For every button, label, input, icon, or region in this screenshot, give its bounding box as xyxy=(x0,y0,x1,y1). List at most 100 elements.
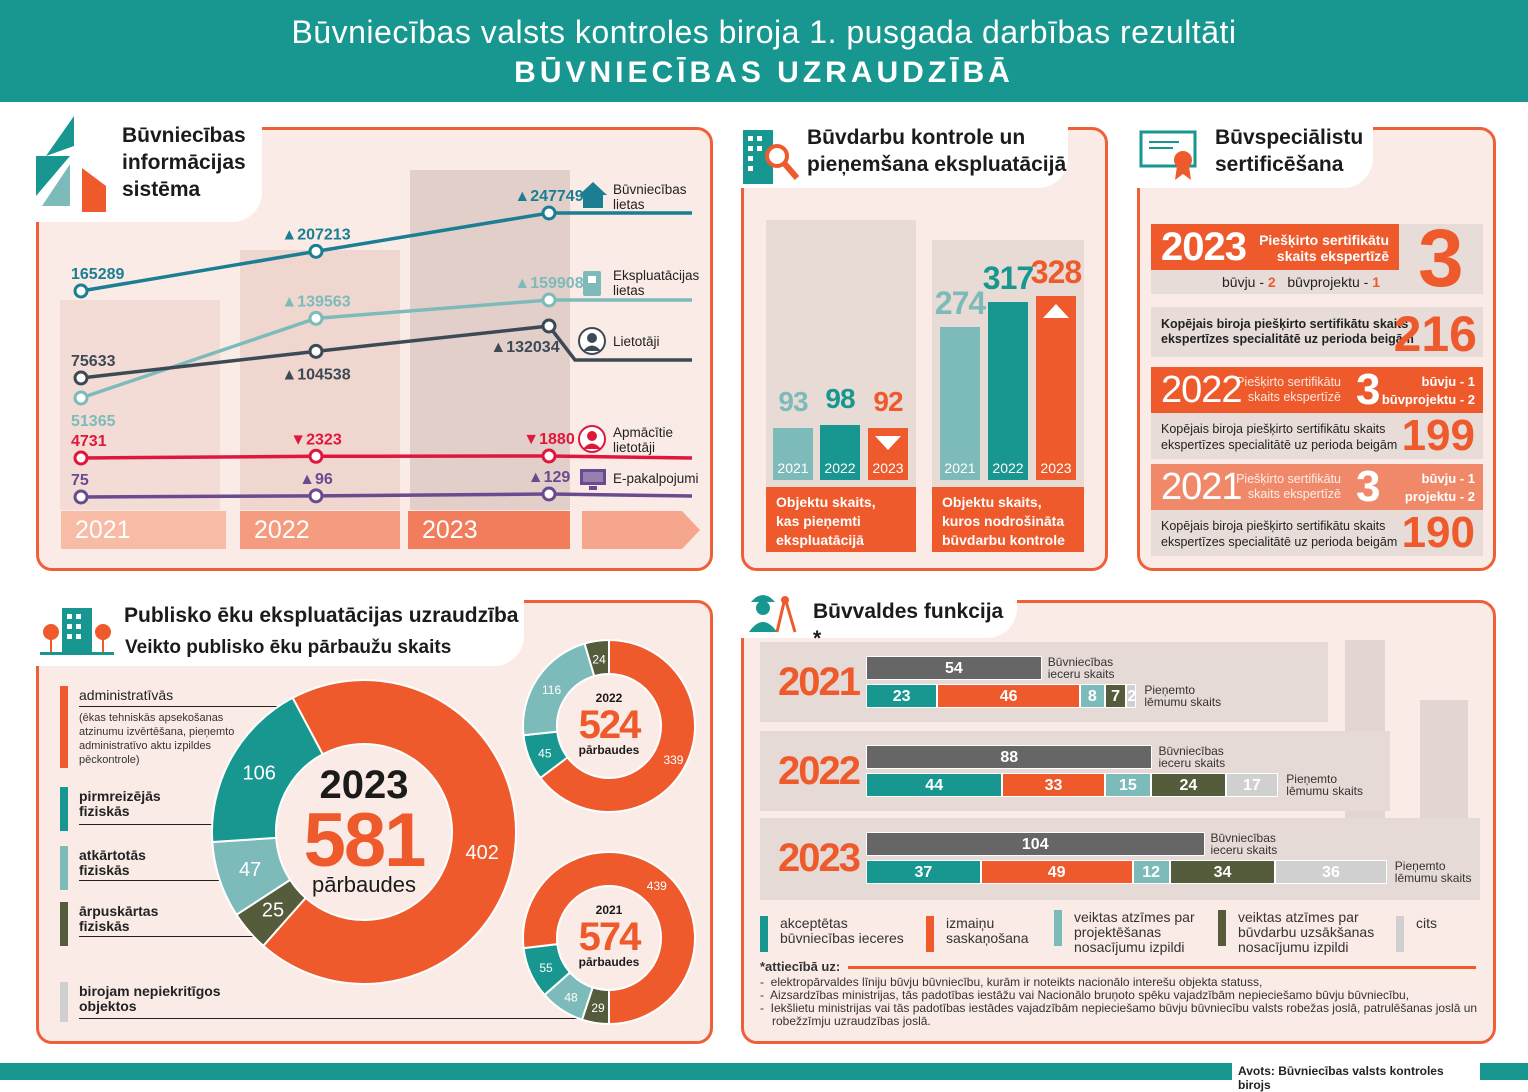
data-point xyxy=(308,488,324,504)
cert-title-tab: Būvspeciālistu sertificēšana xyxy=(1137,110,1373,188)
legend-label: birojam nepiekritīgos objektos xyxy=(79,983,221,1014)
year-band-2023: 2023 xyxy=(408,511,570,549)
footnote-divider xyxy=(848,966,1476,969)
data-label: ▲247749 xyxy=(514,188,583,205)
legend-color-bar xyxy=(60,902,68,946)
lemumi-segment: 24 xyxy=(1151,773,1226,797)
bar-year-label: 2021 xyxy=(777,460,809,476)
bar-value-label: 328 xyxy=(1030,254,1082,291)
legend-color-bar xyxy=(60,686,68,768)
data-label: ▲129 xyxy=(528,469,571,486)
legend-item: akceptētas būvniecības ieceres xyxy=(760,916,910,952)
ieceres-bar: 104 xyxy=(866,832,1205,856)
slice-label: 439 xyxy=(647,879,667,893)
page-subtitle: BŪVNIECĪBAS UZRAUDZĪBĀ xyxy=(514,56,1014,89)
bar-year-label: 2023 xyxy=(1040,460,1072,476)
lemumi-segment: 37 xyxy=(866,860,981,884)
slice-label: 116 xyxy=(542,683,561,697)
bar-year-label: 2022 xyxy=(992,460,1024,476)
donut-unit: pārbaudes xyxy=(579,955,640,969)
certificate-icon xyxy=(1139,130,1197,180)
lemumi-segment: 33 xyxy=(1002,773,1105,797)
data-label: 75 xyxy=(71,472,89,489)
data-point xyxy=(308,310,324,326)
year-row xyxy=(760,731,1390,811)
data-label: 51365 xyxy=(71,413,116,430)
source-note: Avots: Būvniecības valsts kontroles biro… xyxy=(1232,1062,1480,1092)
buvdarbi-title: Būvdarbu kontrole un pieņemšana ekspluatā… xyxy=(807,126,1067,176)
slice-label: 45 xyxy=(538,746,552,760)
series-line xyxy=(80,492,693,499)
bar xyxy=(1036,296,1076,480)
data-label: ▼2323 xyxy=(290,431,342,448)
footnote-title: *attiecībā uz: xyxy=(760,959,841,974)
lemumi-segment: 12 xyxy=(1132,860,1170,884)
legend-leader-line xyxy=(79,706,330,707)
data-point xyxy=(308,448,324,464)
year-row xyxy=(760,818,1480,900)
lemumi-stacked-bar: 37 49 12 34 36 xyxy=(866,860,1387,884)
donut-year: 2022 xyxy=(596,691,623,705)
cert-2023-count: 3 xyxy=(1418,213,1464,304)
monitor-icon xyxy=(580,469,606,490)
cert-total-text: Kopējais biroja piešķirto sertifikātu sk… xyxy=(1161,519,1398,549)
series-line xyxy=(80,211,692,293)
legend-e-pakalpojumi: E-pakalpojumi xyxy=(613,471,699,486)
footnote-list: - elektropārvaldes līniju būvju būvniecī… xyxy=(760,975,1478,1028)
slice-label: 339 xyxy=(663,753,683,767)
legend-leader-line xyxy=(79,880,265,881)
donut-total: 524 xyxy=(579,703,642,747)
cert-count: 3 xyxy=(1356,365,1381,414)
legend-leader-line xyxy=(79,1018,608,1019)
bar-value-label: 274 xyxy=(934,284,986,321)
data-point xyxy=(73,450,89,466)
donut-year: 2021 xyxy=(596,903,623,917)
legend-color-bar xyxy=(60,846,68,890)
cert-year: 2023 xyxy=(1161,225,1247,269)
cert-year: 2021 xyxy=(1161,466,1243,508)
cert-y2021-total-row: Kopējais biroja piešķirto sertifikātu sk… xyxy=(1151,508,1483,557)
data-label: 4731 xyxy=(71,433,107,450)
bar xyxy=(988,302,1028,480)
page-title: Būvniecības valsts kontroles biroja 1. p… xyxy=(291,14,1237,50)
bar-value-label: 98 xyxy=(825,383,855,415)
lemumi-label: Pieņemto lēmumu skaits xyxy=(1394,859,1472,885)
legend-item: veiktas atzīmes par būvdarbu uzsākšanas … xyxy=(1218,910,1388,955)
legend-color-bar xyxy=(60,787,68,831)
bar-year-label: 2023 xyxy=(872,460,904,476)
lemumi-segment: 36 xyxy=(1275,860,1387,884)
cert-label: Piešķirto sertifikātu skaits ekspertīzē xyxy=(1259,232,1389,264)
trend-up-icon xyxy=(1041,302,1071,325)
trained-user-icon xyxy=(578,425,606,453)
city-skyline-bg xyxy=(60,170,700,510)
legend-item: veiktas atzīmes par projektēšanas nosacī… xyxy=(1054,910,1214,955)
caption-pienemti: Objektu skaits, kas pieņemti ekspluatācijā xyxy=(766,487,916,552)
data-label: ▲207213 xyxy=(281,226,350,243)
cert-2023-split: būvju - 2 būvprojektu - 1 xyxy=(1222,274,1381,290)
lemumi-label: Pieņemto lēmumu skaits xyxy=(1144,683,1222,709)
building-search-icon xyxy=(743,130,800,184)
book-icon xyxy=(583,271,601,296)
data-label: ▲96 xyxy=(299,471,333,488)
bar xyxy=(820,425,860,480)
slice-label: 48 xyxy=(564,991,578,1005)
year-band-2021: 2021 xyxy=(61,511,226,549)
lemumi-segment: 8 xyxy=(1079,684,1105,708)
slice-label: 402 xyxy=(465,842,498,864)
legend-label: ārpuskārtas fiziskās xyxy=(79,903,159,934)
lemumi-segment: 17 xyxy=(1225,773,1279,797)
series-line xyxy=(80,298,692,400)
legend-label: atkārtotās fiziskās xyxy=(79,847,146,878)
row-year: 2021 xyxy=(778,660,861,704)
buvv-title-tab: Būvvaldes funkcija * xyxy=(741,588,1017,650)
slice-label: 47 xyxy=(239,859,261,881)
trend-down-icon xyxy=(873,434,903,457)
donut-slice xyxy=(261,679,517,985)
legend-buvniecibas-lietas: Būvniecības lietas xyxy=(613,182,687,212)
data-label: ▲139563 xyxy=(281,293,350,310)
cert-label: Piešķirto sertifikātu skaits ekspertīzē xyxy=(1236,375,1341,404)
donut-slice xyxy=(583,638,610,678)
data-point xyxy=(541,292,557,308)
